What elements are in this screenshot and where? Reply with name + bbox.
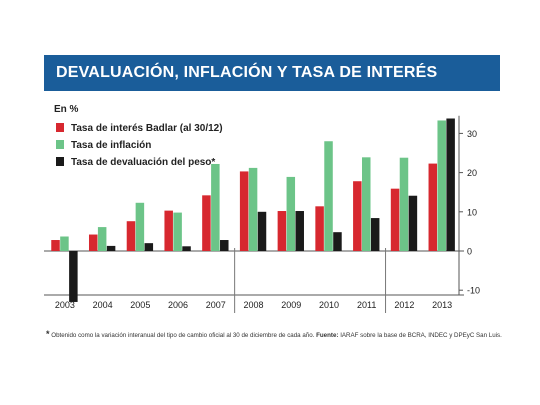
legend-swatch [56, 123, 64, 132]
legend-label: Tasa de interés Badlar (al 30/12) [71, 123, 223, 134]
footnote-source-label: Fuente: [316, 332, 339, 339]
bar-devaluacion-2004 [106, 245, 116, 251]
bar-devaluacion-2009 [295, 211, 304, 251]
y-tick-label: 30 [467, 129, 477, 139]
bar-badlar-2007 [202, 195, 211, 251]
x-tick-label: 2006 [168, 300, 188, 310]
bar-inflacion-2007 [211, 163, 220, 251]
x-tick-label: 2013 [432, 300, 452, 310]
footnote-marker: * [46, 329, 50, 339]
bar-inflacion-2003 [60, 236, 69, 251]
bar-devaluacion-2011 [370, 218, 380, 251]
bar-devaluacion-2010 [333, 232, 342, 251]
x-tick-label: 2008 [243, 300, 263, 310]
bar-devaluacion-2006 [182, 246, 191, 251]
y-axis-label: En % [54, 104, 79, 115]
bar-inflacion-2008 [248, 167, 258, 251]
bar-badlar-2006 [164, 210, 173, 251]
bar-devaluacion-2008 [257, 211, 267, 251]
legend-label: Tasa de devaluación del peso* [71, 157, 215, 168]
x-tick-label: 2003 [55, 300, 75, 310]
bar-inflacion-2011 [362, 157, 371, 251]
footnote: * Obtenido como la variación interanual … [46, 329, 502, 339]
bar-badlar-2012 [390, 188, 400, 251]
x-tick-label: 2004 [93, 300, 113, 310]
bar-devaluacion-2012 [408, 195, 418, 251]
bar-badlar-2003 [51, 240, 60, 251]
bar-devaluacion-2007 [220, 240, 229, 251]
bar-badlar-2008 [239, 171, 249, 251]
legend-label: Tasa de inflación [71, 140, 151, 151]
x-tick-label: 2011 [357, 300, 376, 310]
y-tick-label: 20 [467, 168, 477, 178]
x-tick-label: 2007 [206, 300, 226, 310]
y-tick-label: 0 [467, 247, 472, 257]
bar-inflacion-2010 [324, 141, 333, 251]
bar-inflacion-2005 [135, 202, 145, 251]
chart-title: DEVALUACIÓN, INFLACIÓN Y TASA DE INTERÉS [56, 64, 438, 81]
bar-badlar-2013 [428, 163, 438, 251]
bar-badlar-2010 [315, 206, 324, 251]
bar-devaluacion-2005 [144, 243, 154, 251]
bar-devaluacion-2013 [446, 118, 455, 251]
y-tick-label: -10 [467, 286, 480, 296]
legend-swatch [56, 140, 64, 149]
bar-badlar-2004 [88, 234, 98, 251]
bar-inflacion-2013 [437, 120, 446, 252]
title-banner: DEVALUACIÓN, INFLACIÓN Y TASA DE INTERÉS [44, 55, 500, 91]
x-tick-label: 2009 [281, 300, 301, 310]
footnote-source-text: IARAF sobre la base de BCRA, INDEC y DPE… [340, 332, 502, 339]
bar-devaluacion-2003 [69, 251, 78, 302]
bar-badlar-2005 [126, 221, 136, 251]
footnote-text: Obtenido como la variación interanual de… [51, 332, 315, 339]
x-tick-label: 2012 [394, 300, 414, 310]
chart-card: DEVALUACIÓN, INFLACIÓN Y TASA DE INTERÉS… [44, 55, 502, 345]
bar-inflacion-2012 [399, 157, 409, 251]
x-tick-label: 2010 [319, 300, 339, 310]
bar-inflacion-2006 [173, 212, 182, 251]
bar-badlar-2009 [277, 211, 287, 251]
bar-inflacion-2004 [97, 227, 107, 251]
y-tick-label: 10 [467, 207, 477, 217]
bar-badlar-2011 [353, 181, 362, 251]
x-tick-label: 2005 [130, 300, 150, 310]
legend-swatch [56, 157, 64, 166]
bar-inflacion-2009 [286, 176, 296, 251]
